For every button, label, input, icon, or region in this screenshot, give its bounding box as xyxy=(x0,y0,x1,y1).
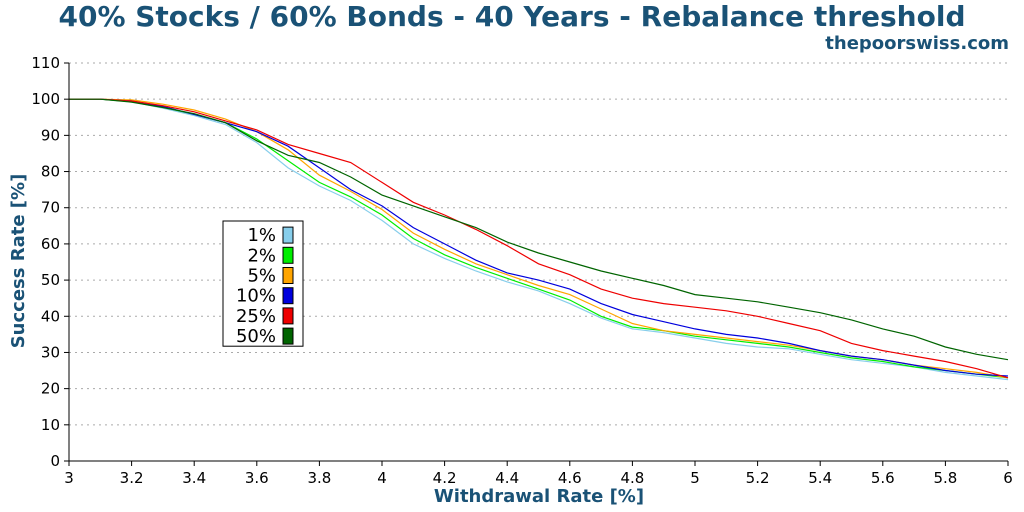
legend-swatch xyxy=(282,287,294,305)
x-tick-label: 4.8 xyxy=(620,469,644,487)
chart-title: 40% Stocks / 60% Bonds - 40 Years - Reba… xyxy=(58,0,965,33)
x-tick-label: 5.4 xyxy=(808,469,832,487)
y-axis-ticks: 0 10 20 30 40 50 60 70 80 90 100 110 xyxy=(31,54,69,470)
legend-swatch xyxy=(282,307,294,325)
x-tick-label: 5.6 xyxy=(871,469,895,487)
legend-label: 5% xyxy=(247,266,276,287)
x-tick-label: 6 xyxy=(1003,469,1013,487)
x-tick-label: 3 xyxy=(64,469,74,487)
y-tick-label: 30 xyxy=(41,343,60,361)
legend-label: 10% xyxy=(236,286,276,307)
x-tick-label: 4 xyxy=(377,469,387,487)
y-tick-label: 60 xyxy=(41,235,60,253)
legend: 1%2%5%10%25%50% xyxy=(222,220,304,347)
legend-swatch xyxy=(282,327,294,345)
series-lines xyxy=(69,98,1009,381)
axes xyxy=(68,63,1008,462)
x-tick-label: 3.6 xyxy=(245,469,269,487)
series-line-50pct xyxy=(69,98,1009,361)
legend-label: 1% xyxy=(247,225,276,246)
x-tick-label: 4.4 xyxy=(495,469,519,487)
x-tick-label: 3.4 xyxy=(182,469,206,487)
series-line-1pct xyxy=(69,98,1009,381)
series-line-25pct xyxy=(69,98,1009,379)
y-tick-label: 80 xyxy=(41,163,60,181)
y-tick-label: 100 xyxy=(31,90,60,108)
legend-label: 25% xyxy=(236,306,276,327)
x-tick-label: 5.8 xyxy=(933,469,957,487)
y-tick-label: 110 xyxy=(31,54,60,72)
y-tick-label: 90 xyxy=(41,126,60,144)
chart-subtitle: thepoorswiss.com xyxy=(825,33,1009,54)
x-axis-title: Withdrawal Rate [%] xyxy=(434,486,644,507)
y-tick-label: 50 xyxy=(41,271,60,289)
legend-swatch xyxy=(282,246,294,264)
y-tick-label: 40 xyxy=(41,307,60,325)
y-tick-label: 0 xyxy=(50,452,60,470)
x-tick-label: 5.2 xyxy=(746,469,770,487)
y-axis-title: Success Rate [%] xyxy=(8,174,29,349)
legend-swatch xyxy=(282,226,294,244)
y-tick-label: 10 xyxy=(41,416,60,434)
y-tick-label: 20 xyxy=(41,380,60,398)
legend-label: 2% xyxy=(247,245,276,266)
x-tick-label: 3.8 xyxy=(307,469,331,487)
x-tick-label: 4.6 xyxy=(558,469,582,487)
legend-swatch xyxy=(282,267,294,284)
y-tick-label: 70 xyxy=(41,199,60,217)
x-tick-label: 3.2 xyxy=(120,469,144,487)
x-tick-label: 5 xyxy=(690,469,700,487)
x-axis-ticks: 3 3.2 3.4 3.6 3.8 4 4.2 4.4 4.6 4.8 5 5.2 5.4 5.6 5.8 6 xyxy=(64,461,1013,487)
x-tick-label: 4.2 xyxy=(433,469,457,487)
legend-label: 50% xyxy=(236,326,276,347)
